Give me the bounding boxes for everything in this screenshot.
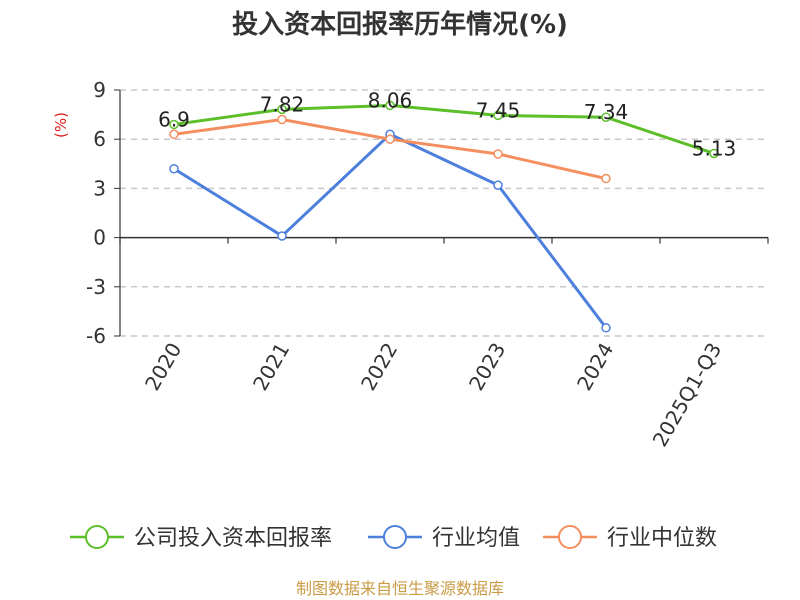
data-point[interactable]	[601, 112, 611, 122]
legend-label: 公司投入资本回报率	[134, 526, 332, 551]
data-label: 6.9	[158, 107, 190, 131]
y-tick-label: 3	[93, 176, 106, 200]
data-point[interactable]	[601, 323, 611, 333]
data-point[interactable]	[169, 163, 179, 174]
data-point[interactable]	[493, 110, 503, 121]
legend-item[interactable]: 行业中位数	[543, 525, 717, 551]
x-tick-label: 2020	[140, 339, 186, 395]
axes: 9 6 3 0 -3 -6 2020 2021 2022 2023 2024 2025Q1-Q3	[86, 78, 769, 451]
data-point[interactable]	[385, 134, 395, 144]
y-tick-label: -3	[86, 275, 106, 299]
y-tick-label: 9	[93, 78, 106, 102]
x-tick-label: 2021	[248, 339, 294, 395]
series-line	[173, 103, 715, 155]
data-point[interactable]	[385, 100, 395, 111]
x-tick-label: 2023	[464, 339, 510, 395]
series-line	[173, 118, 607, 181]
legend-label: 行业中位数	[607, 526, 717, 551]
data-point[interactable]	[169, 119, 179, 130]
data-point[interactable]	[493, 149, 503, 159]
data-point[interactable]	[601, 173, 611, 184]
legend-marker	[85, 525, 109, 549]
data-label: 7.82	[260, 92, 305, 116]
data-labels: 6.9 7.82 8.06 7.45 7.34 5.13	[158, 88, 736, 160]
data-point[interactable]	[493, 180, 503, 190]
source-note: 制图数据来自恒生聚源数据库	[296, 579, 504, 598]
legend-marker	[558, 525, 582, 549]
y-tick-label: -6	[86, 324, 106, 348]
chart-title: 投入资本回报率历年情况(%)	[232, 9, 568, 40]
y-tick-label: 6	[93, 127, 106, 151]
grid-lines	[120, 89, 768, 337]
x-tick-label: 2024	[572, 339, 618, 395]
series-lines	[169, 100, 719, 333]
data-point[interactable]	[277, 104, 287, 115]
legend-item[interactable]: 公司投入资本回报率	[70, 525, 332, 551]
data-point[interactable]	[277, 231, 287, 241]
data-label: 8.06	[368, 88, 413, 112]
x-tick-label: 2022	[356, 339, 402, 395]
x-tick-label: 2025Q1-Q3	[648, 339, 727, 451]
data-label: 7.45	[476, 98, 521, 122]
legend-label: 行业均值	[432, 526, 520, 551]
y-axis-label: (%)	[52, 112, 70, 138]
legend[interactable]: 公司投入资本回报率 行业均值 行业中位数	[70, 525, 717, 551]
legend-item[interactable]: 行业均值	[368, 525, 520, 551]
data-label: 5.13	[692, 136, 737, 160]
data-point[interactable]	[169, 129, 179, 140]
data-point[interactable]	[277, 114, 287, 125]
legend-marker	[383, 525, 407, 549]
y-tick-label: 0	[93, 226, 106, 250]
data-point[interactable]	[709, 148, 719, 159]
data-label: 7.34	[584, 100, 629, 124]
